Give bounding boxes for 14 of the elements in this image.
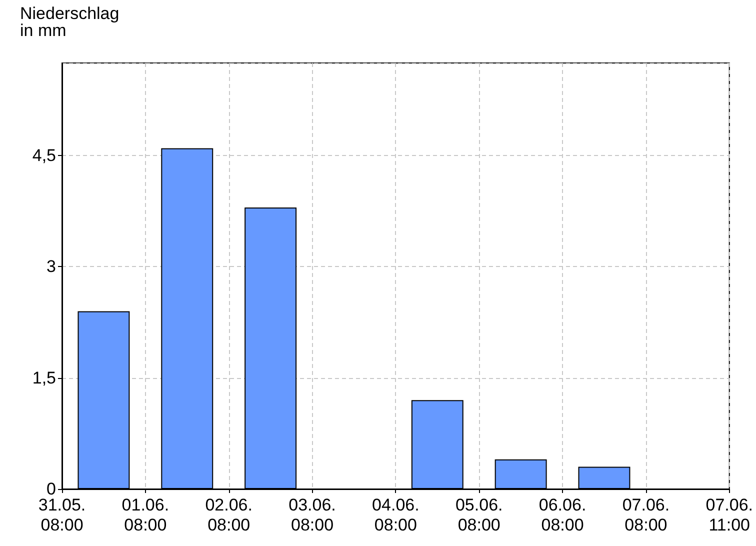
y-tick-label: 1,5 bbox=[32, 368, 56, 388]
y-axis-title: Niederschlag in mm bbox=[20, 4, 120, 40]
x-tick-label: 03.06. 08:00 bbox=[288, 496, 336, 534]
x-tick-label: 31.05. 08:00 bbox=[38, 496, 86, 534]
x-tick-label: 07.06. 11:00 bbox=[706, 496, 753, 534]
x-tick-label: 02.06. 08:00 bbox=[205, 496, 252, 534]
x-tick-label: 06.06. 08:00 bbox=[538, 496, 586, 534]
x-tick-label: 01.06. 08:00 bbox=[122, 496, 170, 534]
x-tick-label: 04.06. 08:00 bbox=[372, 496, 420, 534]
y-tick-label: 3 bbox=[46, 257, 56, 276]
x-tick-label: 07.06. 08:00 bbox=[622, 496, 670, 534]
y-tick-label: 4,5 bbox=[32, 146, 56, 166]
y-tick-label: 0 bbox=[46, 480, 56, 498]
x-tick-label: 05.06. 08:00 bbox=[455, 496, 503, 534]
